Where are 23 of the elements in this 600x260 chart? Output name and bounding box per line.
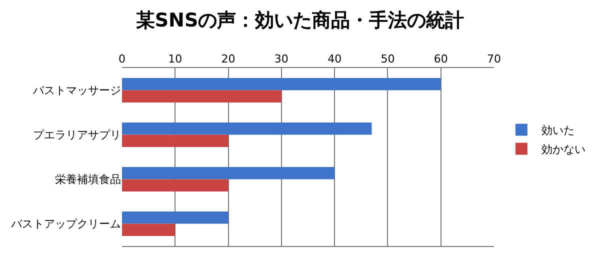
y-tick-label: バストアップクリーム — [10, 218, 121, 231]
y-tick-label: プエラリアサプリ — [33, 128, 121, 142]
x-tick-label: 30 — [274, 52, 288, 66]
bar — [122, 90, 282, 102]
legend-label: 効かない — [541, 142, 586, 156]
x-tick-label: 40 — [328, 52, 342, 66]
bar — [122, 224, 176, 236]
x-tick-label: 20 — [221, 52, 236, 66]
y-tick-label: バストマッサージ — [32, 84, 121, 98]
y-tick-label: 栄養補填食品 — [55, 173, 121, 186]
bar — [122, 167, 335, 180]
legend-label: 効いた — [541, 124, 574, 137]
x-tick-label: 0 — [118, 52, 126, 66]
bar — [122, 122, 372, 135]
bar — [122, 78, 441, 90]
x-tick-label: 50 — [380, 52, 395, 66]
bar — [122, 212, 228, 224]
bar — [122, 134, 228, 147]
chart-title: 某SNSの声：効いた商品・手法の統計 — [136, 9, 464, 32]
x-tick-label: 70 — [487, 52, 501, 66]
x-tick-label: 10 — [168, 52, 182, 66]
bar — [122, 179, 228, 192]
x-tick-label: 60 — [434, 52, 448, 66]
